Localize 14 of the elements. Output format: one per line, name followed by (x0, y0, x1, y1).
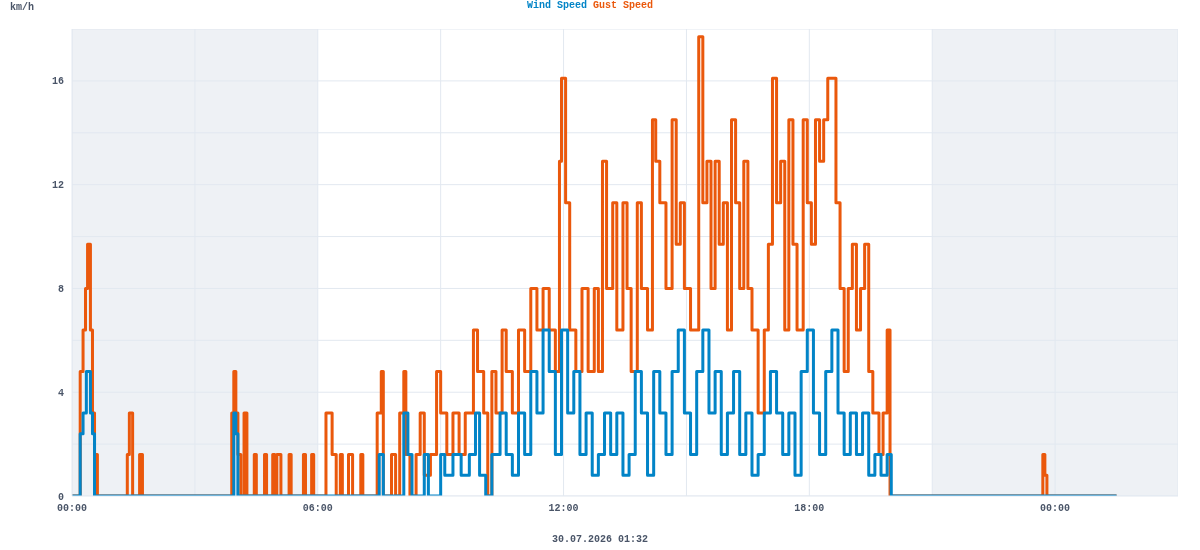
x-tick-label: 12:00 (548, 503, 579, 515)
y-tick-label: 0 (57, 491, 64, 503)
text: 30.07.2026 01:32 (551, 534, 649, 545)
y-tick-label: 16 (51, 76, 64, 88)
x-tick-label: 18:00 (794, 503, 825, 515)
y-tick-label: 12 (51, 180, 64, 192)
x-tick-label: 00:00 (1040, 503, 1071, 515)
y-tick-label: 4 (57, 387, 64, 399)
y-axis-title: km/h (10, 2, 35, 13)
x-tick-label: 00:00 (56, 503, 88, 515)
text: Gust Speed (593, 0, 654, 11)
text: Wind Speed (526, 0, 587, 11)
x-tick-label: 06:00 (302, 503, 333, 515)
y-tick-label: 8 (57, 283, 64, 295)
